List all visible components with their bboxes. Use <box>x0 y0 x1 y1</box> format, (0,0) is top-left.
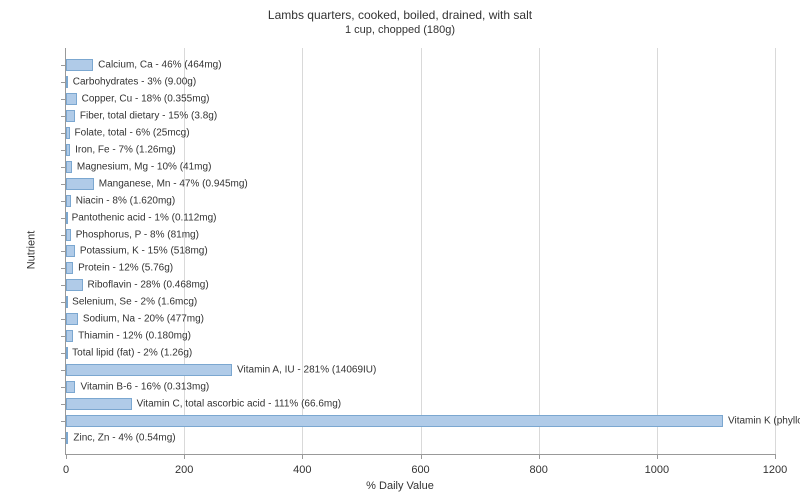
bar-row: Iron, Fe - 7% (1.26mg) <box>66 141 775 158</box>
x-tick <box>775 454 776 459</box>
bar-row: Zinc, Zn - 4% (0.54mg) <box>66 430 775 447</box>
nutrient-bar <box>66 347 68 359</box>
y-axis-label: Nutrient <box>25 231 37 270</box>
bar-label: Protein - 12% (5.76g) <box>78 263 173 274</box>
nutrient-bar <box>66 212 68 224</box>
bar-label: Phosphorus, P - 8% (81mg) <box>76 229 199 240</box>
bar-row: Folate, total - 6% (25mcg) <box>66 124 775 141</box>
bar-label: Zinc, Zn - 4% (0.54mg) <box>73 433 175 444</box>
bar-label: Calcium, Ca - 46% (464mg) <box>98 59 221 70</box>
nutrient-bar <box>66 330 73 342</box>
nutrient-bar <box>66 161 72 173</box>
bar-row: Vitamin K (phylloquinone) - 1112% (889.6… <box>66 413 775 430</box>
bar-label: Thiamin - 12% (0.180mg) <box>78 331 191 342</box>
x-tick <box>421 454 422 459</box>
nutrient-bar <box>66 76 68 88</box>
x-axis-label: % Daily Value <box>366 480 434 492</box>
nutrient-bar <box>66 279 83 291</box>
x-tick-label: 1200 <box>763 464 787 476</box>
nutrient-bar <box>66 432 68 444</box>
bar-label: Copper, Cu - 18% (0.355mg) <box>82 93 210 104</box>
nutrient-bar <box>66 229 71 241</box>
bar-label: Vitamin B-6 - 16% (0.313mg) <box>80 382 209 393</box>
chart-title: Lambs quarters, cooked, boiled, drained,… <box>0 0 800 22</box>
nutrient-bar <box>66 313 78 325</box>
chart-subtitle: 1 cup, chopped (180g) <box>0 22 800 36</box>
nutrient-bar <box>66 127 70 139</box>
x-tick <box>657 454 658 459</box>
bar-label: Riboflavin - 28% (0.468mg) <box>88 280 209 291</box>
nutrient-bar <box>66 381 75 393</box>
bar-row: Calcium, Ca - 46% (464mg) <box>66 56 775 73</box>
nutrient-bar <box>66 398 132 410</box>
nutrient-chart: Lambs quarters, cooked, boiled, drained,… <box>0 0 800 500</box>
bar-label: Carbohydrates - 3% (9.00g) <box>73 76 196 87</box>
x-tick-label: 800 <box>529 464 547 476</box>
nutrient-bar <box>66 110 75 122</box>
nutrient-bar <box>66 415 723 427</box>
nutrient-bar <box>66 364 232 376</box>
bar-label: Folate, total - 6% (25mcg) <box>75 127 190 138</box>
bar-label: Total lipid (fat) - 2% (1.26g) <box>72 348 192 359</box>
x-tick <box>66 454 67 459</box>
bar-row: Vitamin C, total ascorbic acid - 111% (6… <box>66 396 775 413</box>
bar-row: Carbohydrates - 3% (9.00g) <box>66 73 775 90</box>
nutrient-bar <box>66 245 75 257</box>
bar-row: Riboflavin - 28% (0.468mg) <box>66 277 775 294</box>
x-tick-label: 200 <box>175 464 193 476</box>
bar-row: Potassium, K - 15% (518mg) <box>66 243 775 260</box>
x-tick <box>302 454 303 459</box>
bar-row: Fiber, total dietary - 15% (3.8g) <box>66 107 775 124</box>
bar-row: Magnesium, Mg - 10% (41mg) <box>66 158 775 175</box>
bar-row: Total lipid (fat) - 2% (1.26g) <box>66 345 775 362</box>
nutrient-bar <box>66 178 94 190</box>
bar-row: Sodium, Na - 20% (477mg) <box>66 311 775 328</box>
bar-label: Niacin - 8% (1.620mg) <box>76 195 175 206</box>
x-tick-label: 400 <box>293 464 311 476</box>
bar-label: Pantothenic acid - 1% (0.112mg) <box>72 212 217 223</box>
nutrient-bar <box>66 93 77 105</box>
bar-row: Selenium, Se - 2% (1.6mcg) <box>66 294 775 311</box>
bar-label: Fiber, total dietary - 15% (3.8g) <box>80 110 217 121</box>
bar-label: Vitamin K (phylloquinone) - 1112% (889.6… <box>728 416 800 427</box>
bar-label: Magnesium, Mg - 10% (41mg) <box>77 161 212 172</box>
x-tick-label: 1000 <box>645 464 669 476</box>
x-tick <box>539 454 540 459</box>
nutrient-bar <box>66 262 73 274</box>
x-tick <box>184 454 185 459</box>
bar-row: Phosphorus, P - 8% (81mg) <box>66 226 775 243</box>
bar-label: Sodium, Na - 20% (477mg) <box>83 314 204 325</box>
nutrient-bar <box>66 296 68 308</box>
nutrient-bar <box>66 59 93 71</box>
bar-label: Iron, Fe - 7% (1.26mg) <box>75 144 176 155</box>
bar-row: Thiamin - 12% (0.180mg) <box>66 328 775 345</box>
bar-label: Selenium, Se - 2% (1.6mcg) <box>72 297 197 308</box>
bar-label: Manganese, Mn - 47% (0.945mg) <box>99 178 248 189</box>
nutrient-bar <box>66 195 71 207</box>
x-tick-label: 600 <box>411 464 429 476</box>
nutrient-bar <box>66 144 70 156</box>
bar-label: Potassium, K - 15% (518mg) <box>80 246 208 257</box>
bar-row: Manganese, Mn - 47% (0.945mg) <box>66 175 775 192</box>
x-tick-label: 0 <box>63 464 69 476</box>
bar-label: Vitamin A, IU - 281% (14069IU) <box>237 365 376 376</box>
bar-row: Protein - 12% (5.76g) <box>66 260 775 277</box>
bar-row: Vitamin A, IU - 281% (14069IU) <box>66 362 775 379</box>
plot-area: 020040060080010001200Calcium, Ca - 46% (… <box>65 48 775 455</box>
bar-row: Pantothenic acid - 1% (0.112mg) <box>66 209 775 226</box>
gridline <box>775 48 776 454</box>
bar-row: Copper, Cu - 18% (0.355mg) <box>66 90 775 107</box>
bar-row: Niacin - 8% (1.620mg) <box>66 192 775 209</box>
bar-label: Vitamin C, total ascorbic acid - 111% (6… <box>137 399 342 410</box>
bar-row: Vitamin B-6 - 16% (0.313mg) <box>66 379 775 396</box>
